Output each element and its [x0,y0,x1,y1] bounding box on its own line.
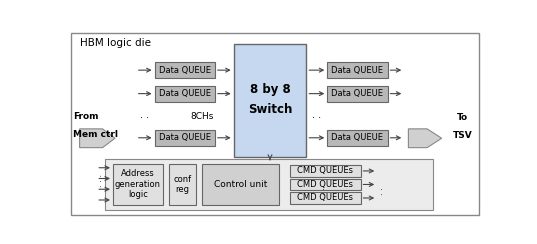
Text: · ·: · · [379,187,388,195]
Bar [169,164,196,205]
Text: Data QUEUE: Data QUEUE [331,89,383,98]
Bar [234,44,307,157]
Text: CMD QUEUEs: CMD QUEUEs [297,193,353,203]
Text: · ·: · · [313,113,321,123]
Text: From: From [74,112,99,121]
Bar [327,62,388,78]
Text: Data QUEUE: Data QUEUE [331,133,383,142]
FancyArrow shape [408,129,441,148]
Text: Switch: Switch [248,103,292,116]
Text: Data QUEUE: Data QUEUE [159,133,211,142]
Bar [155,62,215,78]
Text: · · ·: · · · [98,173,107,187]
Text: Mem ctrl: Mem ctrl [74,130,118,139]
Text: TSV: TSV [453,131,473,140]
Text: conf
reg: conf reg [173,174,192,194]
Text: Data QUEUE: Data QUEUE [159,89,211,98]
Bar [327,86,388,102]
Text: 8 by 8: 8 by 8 [250,83,291,96]
Bar [155,130,215,146]
Text: CMD QUEUEs: CMD QUEUEs [297,180,353,189]
Bar [155,86,215,102]
Text: Data QUEUE: Data QUEUE [331,66,383,75]
Text: Address
generation
logic: Address generation logic [115,169,161,199]
Bar [327,130,388,146]
Bar [290,192,360,204]
Text: CMD QUEUEs: CMD QUEUEs [297,166,353,175]
Text: To: To [457,113,468,122]
Bar [113,164,163,205]
Text: · ·: · · [140,113,149,123]
Bar [202,164,279,205]
Text: Control unit: Control unit [214,180,267,189]
Bar [290,165,360,177]
Bar [105,159,433,210]
Text: Data QUEUE: Data QUEUE [159,66,211,75]
Text: 8CHs: 8CHs [190,112,213,121]
FancyArrow shape [79,129,115,148]
Text: · ·: · · [321,187,330,195]
Text: HBM logic die: HBM logic die [79,38,150,48]
Bar [290,179,360,190]
